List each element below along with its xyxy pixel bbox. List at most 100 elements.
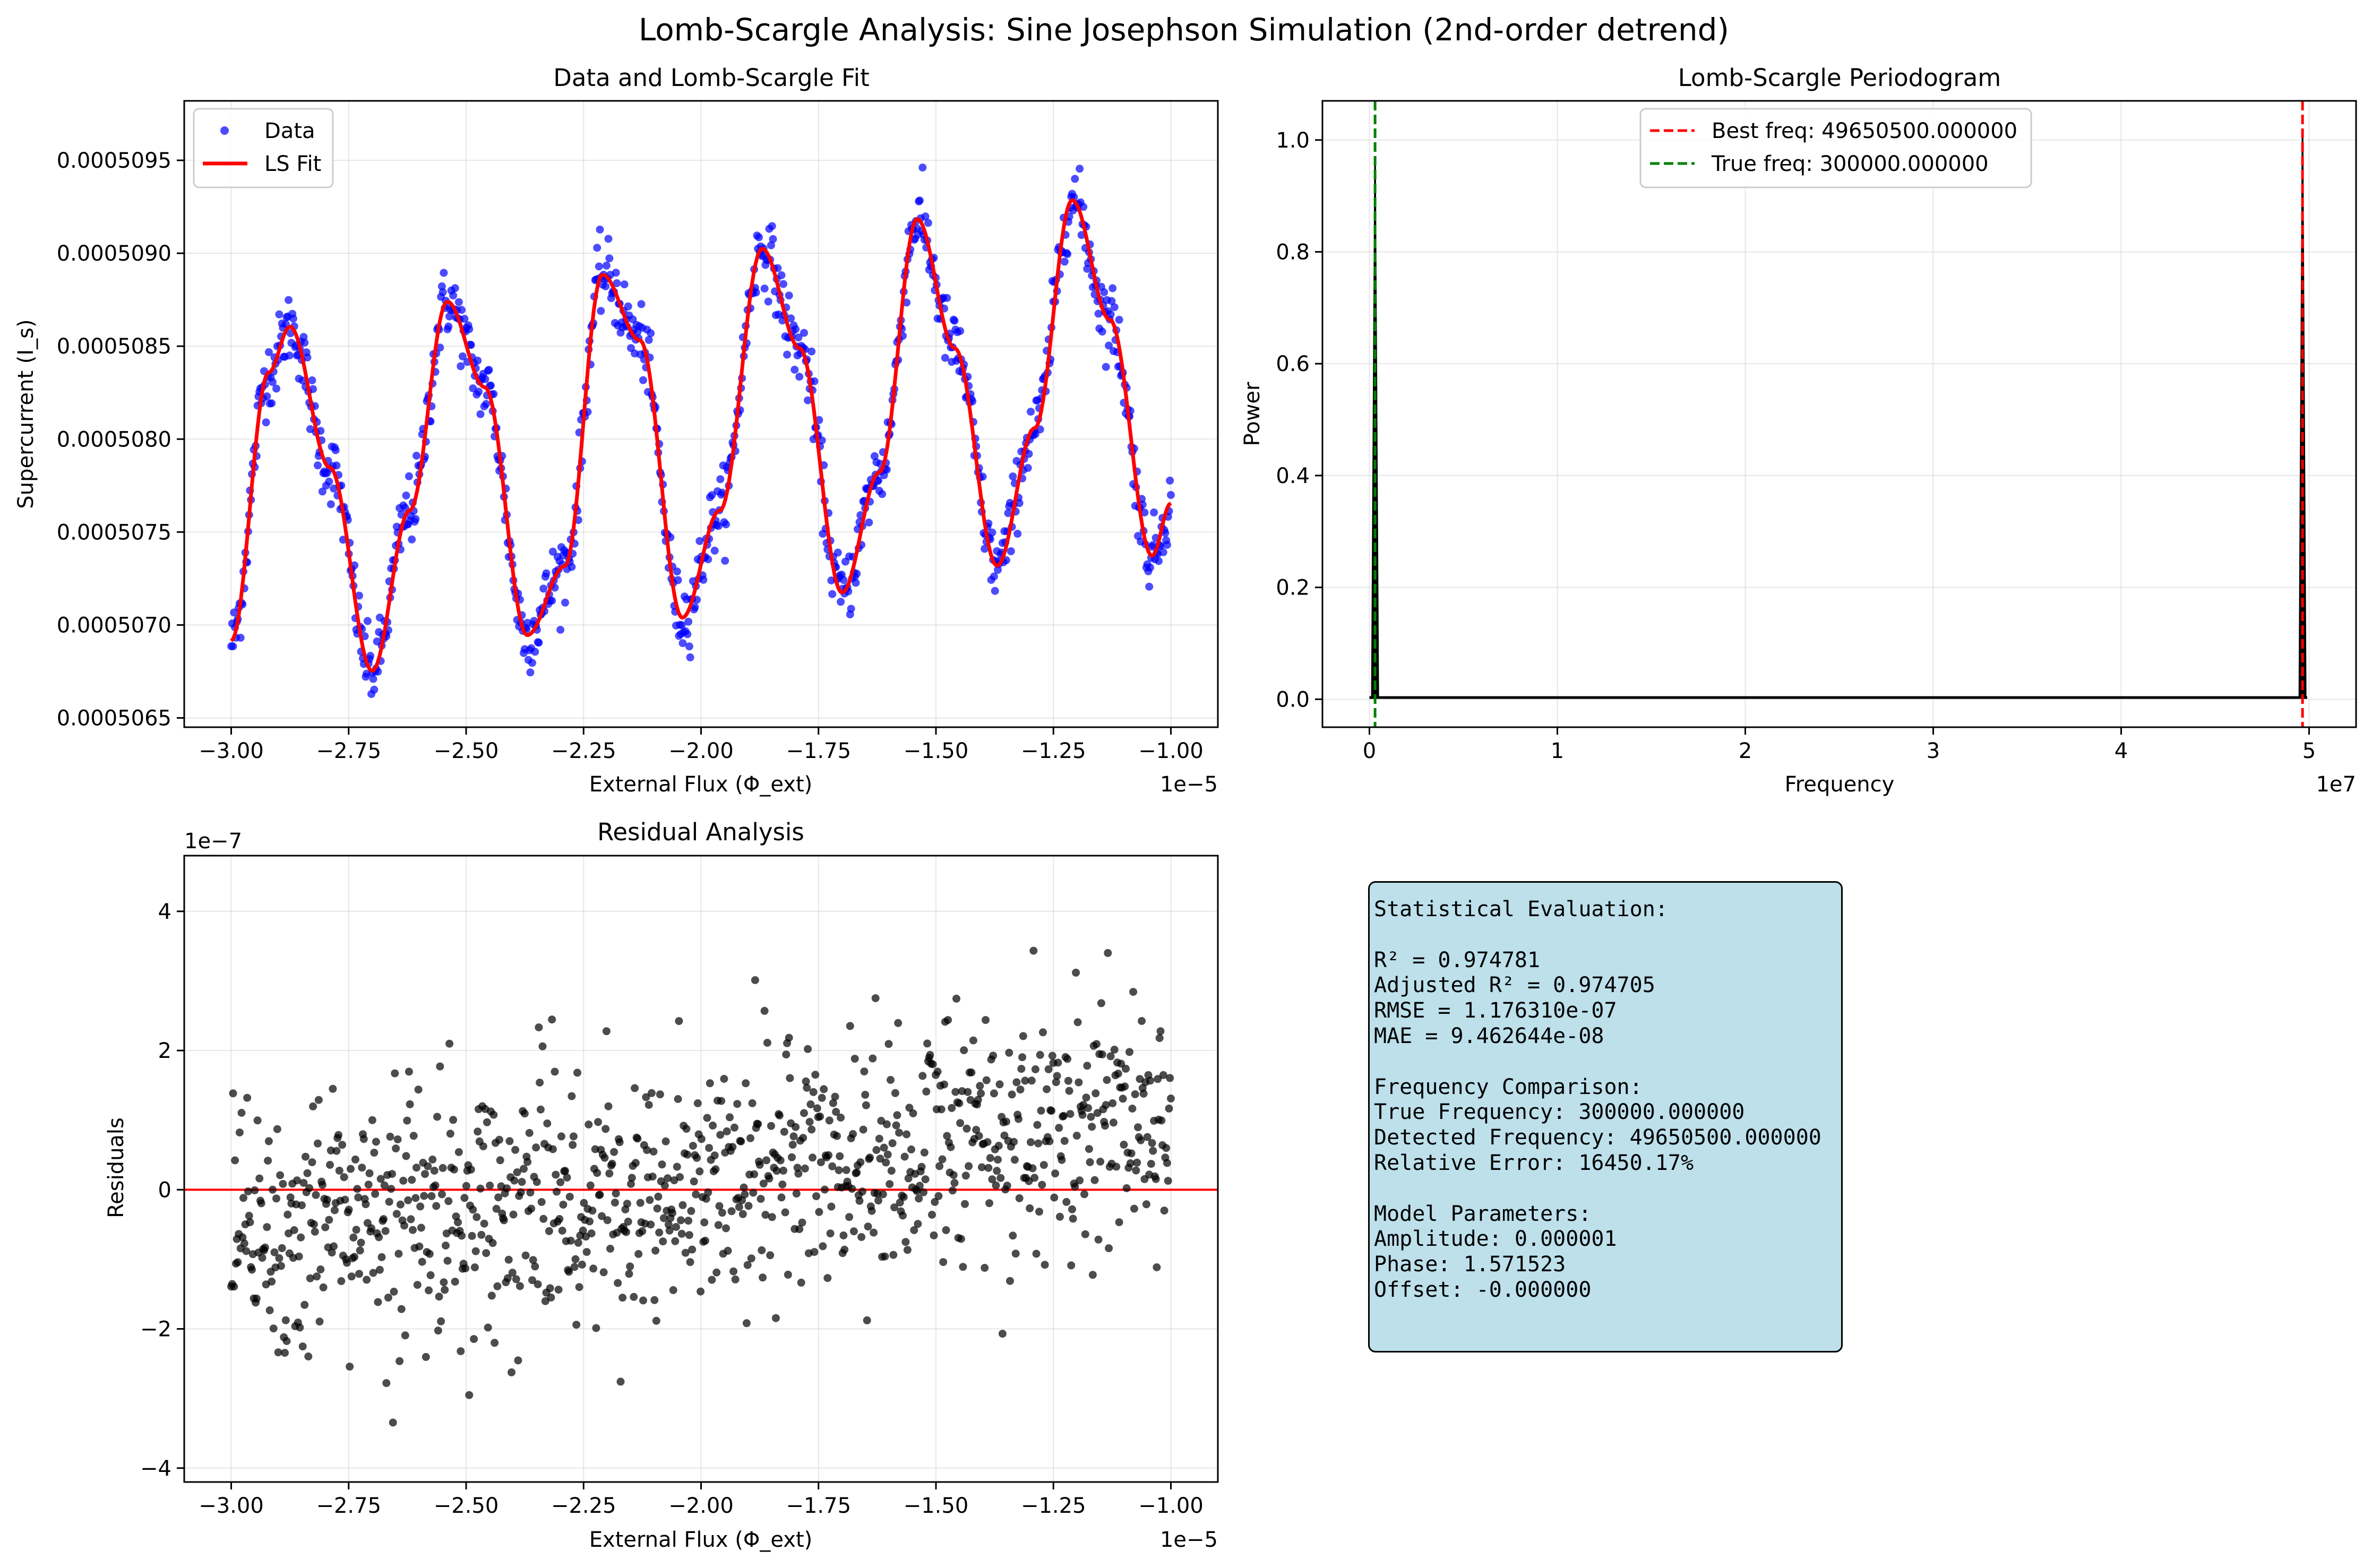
residual-point [982,1016,990,1024]
residual-point [480,1219,488,1228]
residual-point [1104,949,1112,957]
residual-point [686,1258,694,1267]
residual-point [813,1104,821,1113]
residuals-x-tick-label: −2.75 [316,1494,381,1518]
residual-point [761,1211,770,1219]
residual-point [876,1155,884,1163]
residual-point [531,1262,539,1271]
residual-point [1109,1118,1118,1127]
periodogram-x-axis-label: Frequency [1785,772,1895,797]
residual-point [1018,1053,1027,1062]
data-point [1071,175,1079,183]
residual-point [316,1265,325,1273]
residual-point [1167,1095,1175,1102]
residual-point [338,1141,347,1149]
data-point [269,378,277,386]
residual-point [329,1084,337,1093]
residual-point [594,1118,602,1126]
residual-point [702,1194,710,1203]
residual-point [687,1207,695,1215]
residual-point [869,1054,877,1063]
residual-point [443,1256,452,1265]
residual-point [1033,1121,1042,1129]
data-point [467,341,475,349]
fit-panel-grid [184,101,1218,727]
residual-point [744,1202,753,1210]
data-point [785,291,793,300]
residual-point [955,1099,964,1107]
residual-point [982,1076,991,1084]
residual-point [1149,1147,1157,1155]
residual-point [589,1264,598,1273]
data-point [710,546,719,555]
residual-point [1017,1065,1026,1073]
residual-point [1043,1085,1051,1093]
fit-x-tick-label: −1.50 [904,739,969,763]
residual-point [548,1145,557,1153]
residual-point [351,1155,359,1164]
residual-point [653,1204,661,1213]
residual-point [588,1207,597,1215]
data-point [449,291,458,300]
residual-point [556,1178,565,1186]
residual-point [776,1156,785,1165]
residual-point [441,1286,449,1294]
residual-point [293,1176,301,1185]
residual-point [1048,1052,1056,1060]
residuals-y-offset-text: 1e−7 [184,829,242,854]
residual-point [780,1127,788,1136]
residual-point [1068,1205,1076,1213]
data-point [309,385,317,393]
residual-point [915,1182,924,1190]
fit-panel-ticks: −3.00 −2.75 −2.50 −2.25 −2.00 −1.75 −1.50 −1.25… [57,149,1204,763]
residual-point [892,1121,900,1130]
residual-point [297,1201,306,1210]
residual-point [655,1228,664,1237]
residual-point [1003,1182,1011,1190]
data-point [695,537,704,545]
residual-point [424,1162,432,1170]
data-point [539,584,548,593]
residual-point [526,1188,535,1197]
residual-point [824,1151,833,1159]
residuals-y-tick-label: 0 [158,1178,171,1202]
residual-point [671,1237,680,1245]
data-point [1159,548,1167,556]
residual-point [681,1248,690,1257]
data-point [1083,265,1092,273]
residual-point [375,1265,384,1274]
residual-point [889,1251,898,1259]
residual-point [964,1088,972,1096]
data-point [444,322,453,331]
residual-point [803,1083,811,1092]
periodogram-curve [1369,101,2307,727]
residual-point [489,1110,498,1119]
residual-point [422,1352,430,1361]
residual-point [523,1158,532,1166]
residual-point [300,1300,309,1309]
residual-point [451,1278,459,1286]
residual-point [998,1330,1007,1338]
residual-point [397,1305,406,1313]
residual-point [376,1175,385,1183]
residual-point [887,1167,896,1175]
residual-point [893,1111,901,1119]
residual-point [708,1276,716,1284]
data-point [978,472,987,481]
residual-point [716,1131,725,1139]
residual-point [425,1250,434,1258]
residual-point [823,1274,832,1282]
residual-point [237,1109,246,1117]
data-point [1107,297,1116,305]
data-point [1036,425,1044,434]
residual-point [270,1248,279,1256]
data-point [1146,563,1154,572]
residual-point [337,1277,346,1285]
residual-point [656,1090,664,1099]
data-point [833,548,842,557]
residual-point [430,1167,439,1175]
residual-point [264,1157,272,1165]
residuals-x-tick-label: −2.25 [551,1494,616,1518]
residual-point [310,1220,318,1228]
